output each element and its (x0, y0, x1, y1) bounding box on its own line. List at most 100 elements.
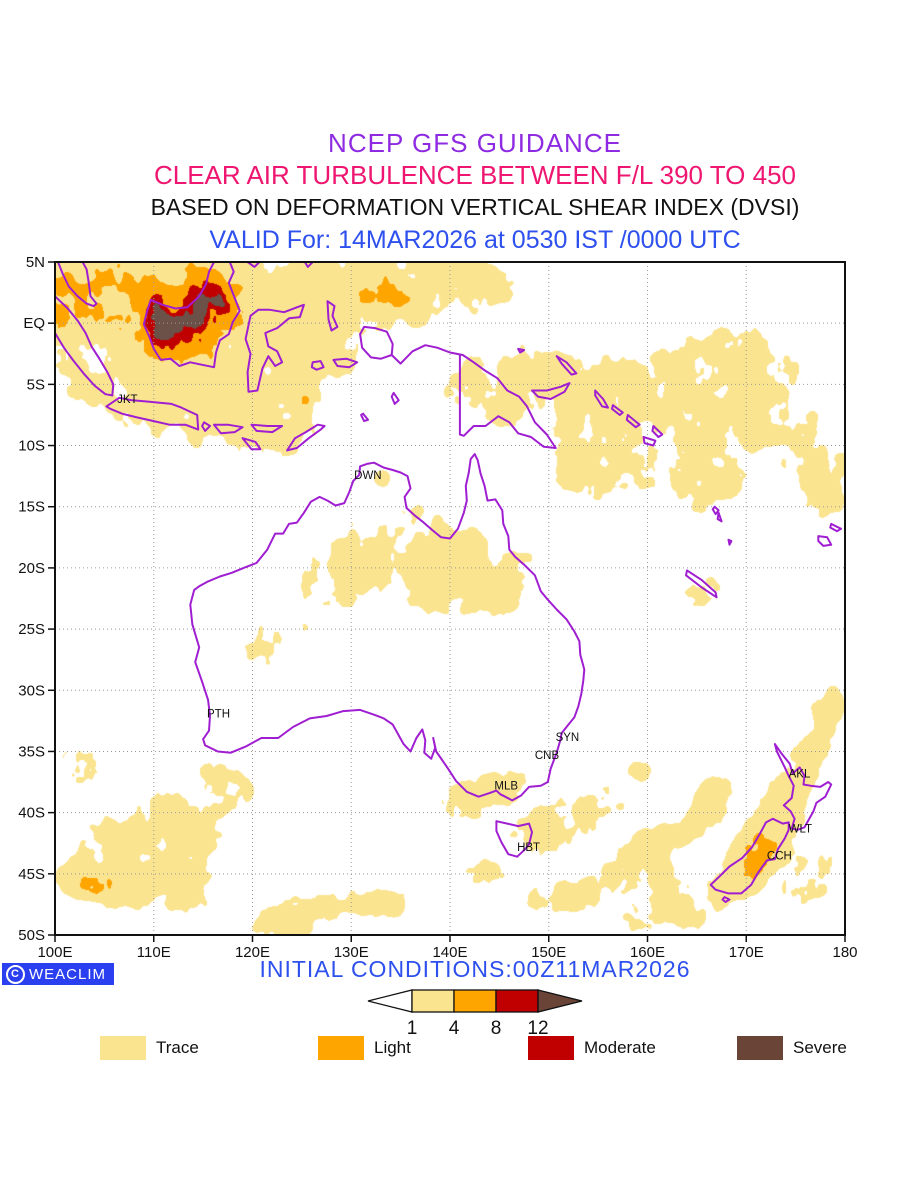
colorbar-tick-label: 8 (491, 1018, 502, 1038)
coastline (213, 423, 244, 435)
coastline (721, 896, 731, 903)
coastline (611, 404, 624, 416)
coastline (773, 743, 833, 831)
legend-swatch-light (318, 1036, 364, 1060)
coastline (310, 360, 325, 371)
coastline (495, 820, 533, 858)
lon-tick-label: 130E (334, 944, 369, 961)
colorbar-cell-light (453, 989, 497, 1013)
coastlines (55, 262, 842, 903)
weaclim-logo: C WEACLIM (2, 963, 115, 985)
coastline (286, 423, 326, 452)
title-product: CLEAR AIR TURBULENCE BETWEEN F/L 390 TO … (153, 160, 797, 190)
coastline (727, 538, 733, 546)
legend-label-light: Light (374, 1038, 411, 1057)
city-label-cch: CCH (767, 850, 792, 862)
coastline (360, 412, 369, 423)
legend-label-severe: Severe (793, 1038, 847, 1057)
lat-tick-label: 5S (27, 376, 45, 393)
coastline (359, 325, 557, 449)
legend-swatch-trace (100, 1036, 146, 1060)
title-model: NCEP GFS GUIDANCE (328, 128, 622, 158)
lat-tick-label: 30S (18, 682, 45, 699)
coastline (359, 333, 393, 360)
lat-tick-label: 5N (26, 254, 45, 271)
lon-tick-label: 120E (235, 944, 270, 961)
legend-item-moderate: Moderate (528, 1036, 656, 1060)
legend-label-moderate: Moderate (584, 1038, 656, 1057)
axes (48, 261, 846, 942)
lon-tick-label: 140E (432, 944, 467, 961)
graticule (55, 262, 845, 935)
colorbar-tick-label: 4 (449, 1018, 460, 1038)
city-label-cnb: CNB (535, 750, 560, 762)
legend-item-trace: Trace (100, 1036, 199, 1060)
coastline (55, 332, 114, 397)
weaclim-logo-text: WEACLIM (29, 965, 107, 983)
coastline (711, 505, 720, 516)
legend-swatch-severe (737, 1036, 783, 1060)
coastline (142, 262, 241, 369)
colorbar-arrow-right (537, 989, 583, 1013)
legend-swatch-moderate (528, 1036, 574, 1060)
coastline (246, 262, 261, 268)
legend-item-severe: Severe (737, 1036, 847, 1060)
title-method: BASED ON DEFORMATION VERTICAL SHEAR INDE… (150, 194, 800, 220)
legend-item-light: Light (318, 1036, 411, 1060)
colorbar-arrow-left (367, 989, 413, 1013)
lon-tick-label: 180 (832, 944, 857, 961)
coastline (57, 262, 98, 308)
coastline (303, 262, 314, 268)
coastline (105, 396, 200, 431)
coastline (555, 355, 578, 376)
legend-label-trace: Trace (156, 1038, 199, 1057)
coastline (332, 357, 359, 369)
city-label-pth: PTH (207, 709, 230, 721)
colorbar-tick-label: 1 (407, 1018, 418, 1038)
city-label-akl: AKL (789, 768, 811, 780)
coastline (651, 425, 664, 438)
colorbar-cell-trace (411, 989, 455, 1013)
city-label-jkt: JKT (117, 394, 137, 406)
lat-tick-label: 45S (18, 866, 45, 883)
city-label-syn: SYN (556, 732, 580, 744)
coastline (517, 347, 526, 354)
colorbar-cell-moderate (495, 989, 539, 1013)
coastline (189, 453, 586, 802)
lat-tick-label: 50S (18, 927, 45, 944)
coastline (326, 300, 339, 332)
lat-tick-label: 10S (18, 438, 45, 455)
lat-tick-label: 20S (18, 560, 45, 577)
copyright-icon: C (6, 964, 25, 984)
city-label-dwn: DWN (354, 470, 381, 482)
coastline (625, 414, 641, 429)
lon-tick-label: 110E (137, 944, 171, 961)
colorbar: 1 4 8 12 (367, 989, 583, 1038)
lat-tick-label: EQ (23, 315, 45, 332)
coastline (250, 423, 284, 434)
lat-tick-label: 25S (18, 621, 45, 638)
coastline (716, 511, 723, 523)
city-label-hbt: HBT (517, 842, 540, 854)
coastline (241, 437, 262, 451)
coastline (244, 303, 305, 393)
title-valid-time: VALID For: 14MAR2026 at 0530 IST /0000 U… (209, 226, 741, 254)
lat-tick-label: 15S (18, 499, 45, 516)
city-labels: JKT DWN PTH SYN CNB MLB HBT AKL WLT CCH (117, 394, 812, 862)
lat-tick-label: 40S (18, 805, 45, 822)
lat-tick-label: 35S (18, 743, 45, 760)
coastline (642, 436, 657, 447)
initial-conditions-text: INITIAL CONDITIONS:00Z11MAR2026 (259, 956, 691, 982)
coastline (390, 391, 400, 405)
city-label-wlt: WLT (789, 824, 812, 836)
lon-tick-label: 170E (729, 944, 764, 961)
coastline (55, 295, 115, 397)
lon-tick-label: 100E (37, 944, 72, 961)
coastline (594, 389, 609, 409)
coastline (817, 535, 833, 547)
lon-tick-label: 160E (630, 944, 665, 961)
lon-tick-label: 150E (531, 944, 566, 961)
